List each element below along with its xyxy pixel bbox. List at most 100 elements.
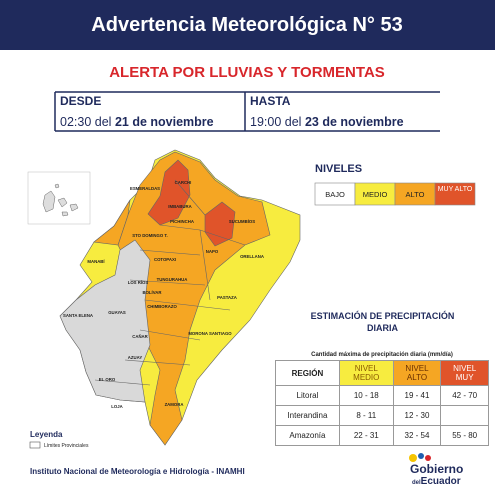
- cell: Amazonía: [275, 425, 340, 446]
- inset-frame: [27, 171, 91, 225]
- very-high-zone: [147, 159, 191, 226]
- date-box: DESDE 02:30 del 21 de noviembre HASTA 19…: [54, 91, 440, 132]
- province-labels: ESMERALDAS CARCHI IMBABURA PICHINCHA STO…: [63, 180, 264, 409]
- table-title: ESTIMACIÓN DE PRECIPITACIÓN DIARIA: [310, 311, 455, 333]
- province-label: GUAYAS: [108, 310, 126, 315]
- cell: Litoral: [275, 385, 340, 406]
- level-label: BAJO: [325, 190, 345, 199]
- province-label: LOJA: [111, 404, 122, 409]
- level-label: ALTO: [406, 190, 425, 199]
- high-zone: [93, 199, 131, 246]
- header-row: REGIÓN NIVEL MEDIO NIVEL ALTO NIVEL MUY: [275, 360, 489, 386]
- from-connector: del: [95, 115, 112, 129]
- to-connector: del: [285, 115, 302, 129]
- header-text: NIVEL MUY: [453, 364, 477, 382]
- table-row: Litoral 10 - 18 19 - 41 42 - 70: [275, 385, 489, 406]
- province-borders: [94, 179, 246, 386]
- province-label: NAPO: [206, 249, 219, 254]
- province-label: CARCHI: [175, 180, 192, 185]
- to-text: 19:00 del 23 de noviembre: [250, 115, 404, 129]
- caption-row: Cantidad máxima de precipitación diaria …: [276, 349, 489, 361]
- very-high-zone: [204, 201, 236, 247]
- table-title-box: ESTIMACIÓN DE PRECIPITACIÓN DIARIA: [310, 311, 455, 333]
- to-date: 23 de noviembre: [305, 115, 404, 129]
- island: [61, 211, 69, 217]
- logo-dot: [418, 453, 424, 459]
- from-text: 02:30 del 21 de noviembre: [60, 115, 214, 129]
- province-label: BOLÍVAR: [142, 290, 162, 295]
- header-title: Advertencia Meteorológica N° 53: [91, 14, 402, 36]
- ecuador-map: [59, 149, 301, 446]
- island: [54, 183, 60, 189]
- level-label-box: MUY ALTO: [437, 186, 473, 193]
- table-row: Amazonía 22 - 31 32 - 54 55 - 80: [275, 425, 489, 446]
- cell: Interandina: [275, 405, 340, 426]
- logo-ecuador: Ecuador: [421, 476, 461, 487]
- province-label: ESMERALDAS: [130, 186, 160, 191]
- header-cell: NIVEL ALTO: [392, 360, 442, 386]
- cell: 10 - 18: [338, 385, 394, 406]
- alert-title: ALERTA POR LLUVIAS Y TORMENTAS: [109, 64, 385, 81]
- from-date: 21 de noviembre: [115, 115, 214, 129]
- logo-dot: [425, 455, 431, 461]
- legend-item: Límites Provinciales: [44, 443, 89, 449]
- header-cell: NIVEL MEDIO: [338, 360, 394, 386]
- province-label: LOS RÍOS: [128, 280, 149, 285]
- province-label: MORONA SANTIAGO: [188, 331, 232, 336]
- legend-swatch: [29, 441, 41, 449]
- province-label: ORELLANA: [240, 254, 264, 259]
- province-label: ZAMORA: [165, 402, 184, 407]
- header-cell: NIVEL MUY: [440, 360, 489, 386]
- footer-institution: Instituto Nacional de Meteorología e Hid…: [30, 467, 245, 476]
- logo-line2: delEcuador: [412, 476, 461, 487]
- table-row: Interandina 8 - 11 12 - 30: [275, 405, 489, 426]
- to-time: 19:00: [250, 115, 281, 129]
- province-label: CAÑAR: [132, 334, 148, 339]
- level-swatch: [434, 182, 476, 206]
- island: [69, 203, 79, 212]
- legend-title: Leyenda: [30, 430, 63, 439]
- to-label: HASTA: [250, 94, 291, 108]
- province-label: SUCUMBÍOS: [229, 219, 255, 224]
- from-time: 02:30: [60, 115, 91, 129]
- low-zone: [59, 239, 151, 403]
- cell: 19 - 41: [392, 385, 442, 406]
- cell: 22 - 31: [338, 425, 394, 446]
- header-band: [0, 0, 495, 50]
- from-label: DESDE: [60, 94, 101, 108]
- galapagos-inset: [27, 171, 91, 225]
- cell: 32 - 54: [392, 425, 442, 446]
- logo-dot: [409, 454, 417, 462]
- level-label: MEDIO: [363, 190, 388, 199]
- province-label: PICHINCHA: [170, 219, 194, 224]
- levels-title: NIVELES: [315, 163, 362, 175]
- level-label: MUY ALTO: [437, 186, 473, 193]
- cell: 8 - 11: [338, 405, 394, 426]
- island: [57, 197, 68, 208]
- table-caption: Cantidad máxima de precipitación diaria …: [311, 351, 453, 358]
- header-text: NIVEL ALTO: [405, 364, 429, 382]
- header-text: NIVEL MEDIO: [353, 364, 380, 382]
- cell: 42 - 70: [440, 385, 489, 406]
- cell: 12 - 30: [392, 405, 442, 426]
- levels-scale: BAJO MEDIO ALTO MUY ALTO: [314, 182, 476, 206]
- province-label: CHIMBORAZO: [147, 304, 177, 309]
- cell: [440, 405, 489, 426]
- province-label: COTOPAXI: [154, 257, 176, 262]
- logo-line1: Gobierno: [410, 462, 463, 476]
- province-label: SANTA ELENA: [63, 313, 93, 318]
- header-cell: REGIÓN: [275, 360, 340, 386]
- province-label: EL ORO: [99, 377, 116, 382]
- province-label: MANABÍ: [87, 259, 105, 264]
- island: [42, 190, 56, 213]
- province-label: IMBABURA: [168, 204, 191, 209]
- logo: Gobierno delEcuador: [409, 453, 463, 487]
- precipitation-table: Cantidad máxima de precipitación diaria …: [275, 349, 489, 446]
- province-label: AZUAY: [128, 355, 143, 360]
- logo-del: del: [412, 480, 421, 486]
- province-label: TUNGURAHUA: [157, 277, 188, 282]
- province-label: STO DOMINGO T.: [132, 233, 168, 238]
